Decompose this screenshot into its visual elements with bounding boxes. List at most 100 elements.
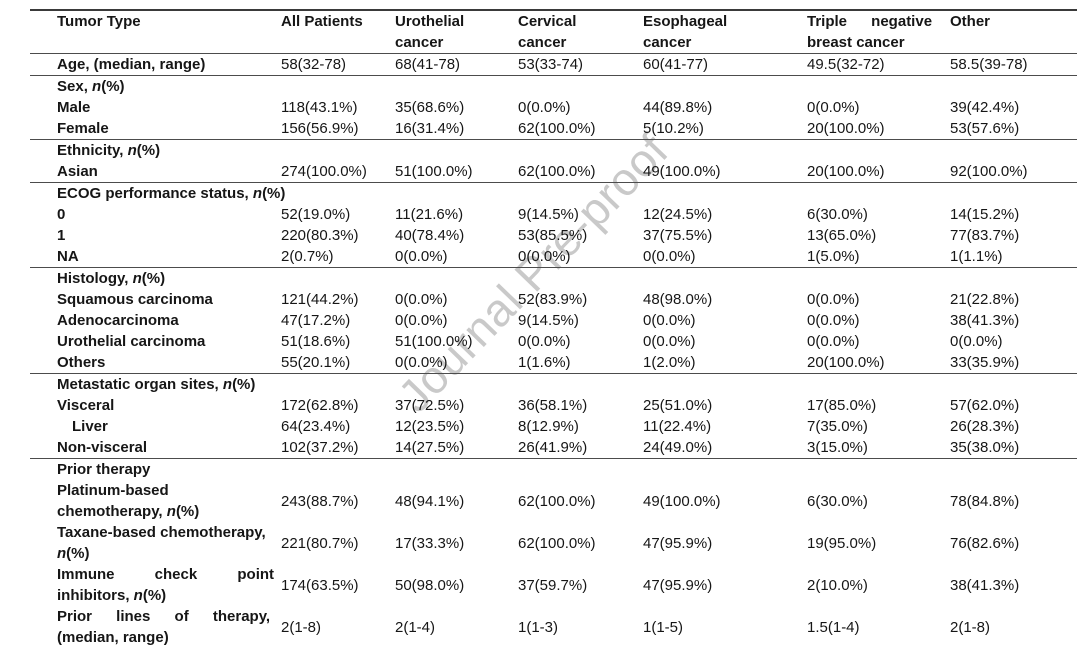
cell	[518, 76, 643, 98]
cell: 156(56.9%)	[281, 118, 395, 140]
col-header-esophageal-cancer: Esophageal cancer	[643, 9, 807, 54]
row-label: Platinum-based chemotherapy, n(%)	[57, 482, 200, 520]
cell: 8(12.9%)	[518, 418, 579, 435]
cell: 19(95.0%)	[807, 534, 877, 552]
cell: 0(0.0%)	[950, 333, 1003, 350]
cell	[643, 374, 807, 396]
cell: 26(28.3%)	[950, 418, 1020, 435]
col-header-triple-negative-breast-cancer: Triple negative breast cancer	[807, 9, 950, 54]
row-label: Urothelial carcinoma	[57, 333, 206, 350]
cell	[518, 268, 643, 290]
cell	[950, 268, 1077, 290]
cell: 3(15.0%)	[807, 437, 950, 459]
cell: 44(89.8%)	[643, 99, 713, 116]
row-non-visceral: Non-visceral 102(37.2%) 14(27.5%) 26(41.…	[30, 437, 1077, 459]
cell: 20(100.0%)	[807, 118, 950, 140]
cell: 0(0.0%)	[518, 99, 571, 116]
cell: 52(19.0%)	[281, 206, 351, 223]
cell	[950, 459, 1077, 481]
cell: 92(100.0%)	[950, 161, 1077, 183]
row-label: 0	[57, 206, 66, 223]
cell	[950, 374, 1077, 396]
cell: 58.5(39-78)	[950, 53, 1077, 76]
row-squamous-carcinoma: Squamous carcinoma 121(44.2%) 0(0.0%) 52…	[30, 289, 1077, 310]
cell: 9(14.5%)	[518, 312, 579, 329]
row-label: Age, (median, range)	[30, 53, 281, 76]
row-liver: Liver 64(23.4%) 12(23.5%) 8(12.9%) 11(22…	[30, 416, 1077, 437]
cell	[807, 268, 950, 290]
row-ecog-0: 0 52(19.0%) 11(21.6%) 9(14.5%) 12(24.5%)…	[30, 204, 1077, 225]
cell: 64(23.4%)	[281, 418, 351, 435]
row-label: Liver	[72, 418, 108, 435]
cell: 21(22.8%)	[950, 291, 1020, 308]
row-immune-checkpoint-inhibitors: Immune check point inhibitors, n(%) 174(…	[30, 564, 1077, 606]
row-label: Squamous carcinoma	[57, 291, 213, 308]
row-label: Female	[30, 118, 281, 140]
cell	[281, 140, 395, 162]
cell: 2(0.7%)	[281, 246, 395, 268]
row-histology-section: Histology, n(%)	[30, 268, 1077, 290]
cell	[395, 183, 518, 205]
cell: 62(100.0%)	[518, 534, 596, 552]
row-label: Visceral	[57, 397, 115, 414]
row-label: Asian	[30, 161, 281, 183]
cell: 57(62.0%)	[950, 397, 1020, 414]
cell: 0(0.0%)	[807, 291, 860, 308]
cell: 38(41.3%)	[950, 576, 1020, 594]
row-male: Male 118(43.1%) 35(68.6%) 0(0.0%) 44(89.…	[30, 97, 1077, 118]
row-prior-therapy-section: Prior therapy	[30, 459, 1077, 481]
cell: 39(42.4%)	[950, 99, 1020, 116]
row-sex-section: Sex, n(%)	[30, 76, 1077, 98]
cell	[395, 459, 518, 481]
row-prior-lines-of-therapy: Prior lines of therapy, (median, range) …	[30, 606, 1077, 647]
row-urothelial-carcinoma: Urothelial carcinoma 51(18.6%) 51(100.0%…	[30, 331, 1077, 352]
cell: 38(41.3%)	[950, 312, 1020, 329]
cell: 221(80.7%)	[281, 534, 359, 552]
row-platinum-chemotherapy: Platinum-based chemotherapy, n(%) 243(88…	[30, 480, 1077, 522]
cell: 2(1-8)	[950, 606, 1077, 647]
cell: 53(85.5%)	[518, 227, 588, 244]
cell: 47(95.9%)	[643, 576, 713, 594]
cell: 0(0.0%)	[395, 291, 448, 308]
cell: 7(35.0%)	[807, 418, 868, 435]
row-visceral: Visceral 172(62.8%) 37(72.5%) 36(58.1%) …	[30, 395, 1077, 416]
row-asian: Asian 274(100.0%) 51(100.0%) 62(100.0%) …	[30, 161, 1077, 183]
cell	[643, 459, 807, 481]
cell: 172(62.8%)	[281, 397, 359, 414]
cell	[281, 76, 395, 98]
cell: 51(18.6%)	[281, 333, 351, 350]
cell: 0(0.0%)	[643, 246, 807, 268]
row-ethnicity-section: Ethnicity, n(%)	[30, 140, 1077, 162]
cell: 102(37.2%)	[281, 437, 395, 459]
row-label: Metastatic organ sites, n(%)	[57, 376, 256, 393]
cell: 52(83.9%)	[518, 291, 588, 308]
cell: 16(31.4%)	[395, 118, 518, 140]
cell	[643, 76, 807, 98]
cell: 26(41.9%)	[518, 437, 643, 459]
cell: 1(1.6%)	[518, 352, 643, 374]
cell: 118(43.1%)	[281, 99, 358, 116]
cell	[395, 374, 518, 396]
cell	[281, 374, 395, 396]
cell: 50(98.0%)	[395, 576, 465, 594]
row-age: Age, (median, range) 58(32-78) 68(41-78)…	[30, 53, 1077, 76]
cell: 62(100.0%)	[518, 161, 643, 183]
row-label: Sex, n(%)	[57, 78, 125, 95]
col-header-cervical-cancer: Cervical cancer	[518, 9, 643, 54]
cell	[807, 76, 950, 98]
cell	[395, 268, 518, 290]
cell: 243(88.7%)	[281, 492, 359, 510]
cell: 12(23.5%)	[395, 418, 465, 435]
cell: 35(68.6%)	[395, 99, 465, 116]
row-ecog-na: NA 2(0.7%) 0(0.0%) 0(0.0%) 0(0.0%) 1(5.0…	[30, 246, 1077, 268]
cell: 13(65.0%)	[807, 227, 877, 244]
cell: 20(100.0%)	[807, 161, 950, 183]
cell: 77(83.7%)	[950, 227, 1020, 244]
cell	[807, 374, 950, 396]
cell: 68(41-78)	[395, 53, 518, 76]
cell: 37(59.7%)	[518, 576, 588, 594]
cell	[807, 140, 950, 162]
row-taxane-chemotherapy: Taxane-based chemotherapy, n(%) 221(80.7…	[30, 522, 1077, 564]
cell: 14(15.2%)	[950, 206, 1020, 223]
col-header-other: Other	[950, 9, 1077, 54]
